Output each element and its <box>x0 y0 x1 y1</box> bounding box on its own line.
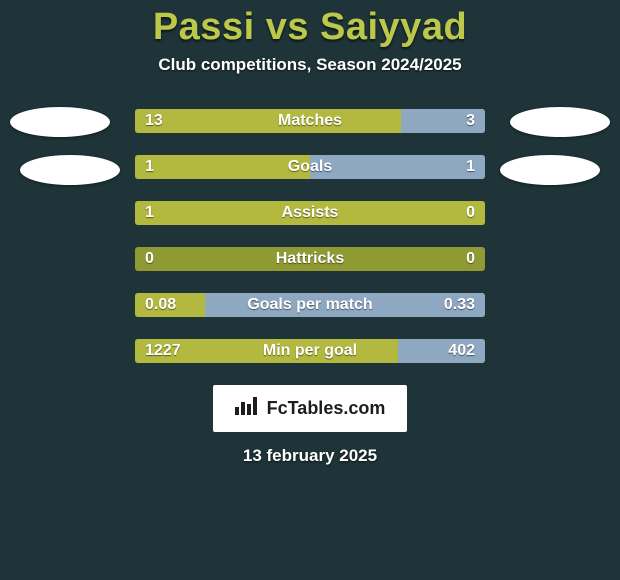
stat-row: Hattricks0 0 <box>135 247 485 271</box>
date-text: 13 february 2025 <box>243 446 377 466</box>
stat-bar-right <box>310 155 485 179</box>
stat-label: Hattricks <box>135 247 485 271</box>
avatar-left-player-1 <box>10 107 110 137</box>
avatar-right-player-1 <box>510 107 610 137</box>
avatar-right-player-2 <box>500 155 600 185</box>
footer-brand-text: FcTables.com <box>267 398 386 419</box>
stat-bar-right <box>398 339 486 363</box>
stat-bar-right <box>205 293 485 317</box>
stat-row: Min per goal1227402 <box>135 339 485 363</box>
footer-brand-badge: FcTables.com <box>213 385 408 432</box>
bars-container: Matches133 Goals11 Assists10 Hattricks0 0 Goa… <box>135 109 485 363</box>
avatar-left-player-2 <box>20 155 120 185</box>
stat-bar-left <box>135 155 310 179</box>
stat-row: Goals per match0.080.33 <box>135 293 485 317</box>
bar-chart-icon <box>235 397 259 420</box>
content-root: Passi vs Saiyyad Club competitions, Seas… <box>0 0 620 580</box>
stat-row: Matches133 <box>135 109 485 133</box>
stat-bar-left <box>135 109 401 133</box>
stat-value-left: 0 <box>145 247 154 271</box>
stat-bar-left <box>135 339 398 363</box>
stat-bar-left <box>135 201 485 225</box>
page-title: Passi vs Saiyyad <box>153 6 467 49</box>
stat-value-right: 0 <box>466 247 475 271</box>
page-subtitle: Club competitions, Season 2024/2025 <box>158 55 461 75</box>
stat-row: Assists10 <box>135 201 485 225</box>
stat-bar-right <box>401 109 485 133</box>
stat-row: Goals11 <box>135 155 485 179</box>
stat-bar-left <box>135 293 205 317</box>
stats-area: Matches133 Goals11 Assists10 Hattricks0 0 Goa… <box>0 109 620 363</box>
